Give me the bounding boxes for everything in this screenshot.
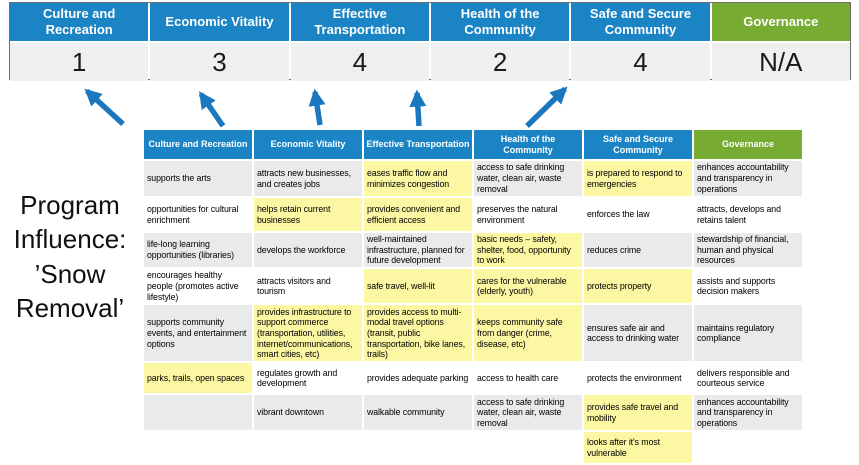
matrix-cell: enhances accountability and transparency… bbox=[692, 393, 804, 433]
arrow-up-left-icon bbox=[84, 88, 125, 127]
matrix-row: parks, trails, open spaces regulates gro… bbox=[142, 361, 804, 396]
matrix-cell-highlighted: provides infrastructure to support comme… bbox=[252, 303, 364, 364]
arrow-up-left-icon bbox=[198, 91, 226, 128]
matrix-cell: opportunities for cultural enrichment bbox=[142, 196, 254, 233]
matrix-cell: vibrant downtown bbox=[252, 393, 364, 433]
score-culture-and-recreation: 1 bbox=[10, 43, 149, 81]
matrix-cell: attracts new businesses, and creates job… bbox=[252, 159, 364, 198]
influence-matrix-table: Culture and Recreation Economic Vitality… bbox=[142, 128, 804, 465]
matrix-cell-highlighted: cares for the vulnerable (elderly, youth… bbox=[472, 267, 584, 306]
score-economic-vitality: 3 bbox=[150, 43, 289, 81]
score-effective-transportation: 4 bbox=[290, 43, 429, 81]
matrix-cell: attracts, develops and retains talent bbox=[692, 196, 804, 233]
matrix-cell: attracts visitors and tourism bbox=[252, 267, 364, 306]
matrix-cell: ensures safe air and access to drinking … bbox=[582, 303, 694, 364]
matrix-cell: encourages healthy people (promotes acti… bbox=[142, 267, 254, 306]
matrix-cell-highlighted: eases traffic flow and minimizes congest… bbox=[362, 159, 474, 198]
matrix-header-culture-and-recreation: Culture and Recreation bbox=[142, 128, 254, 161]
matrix-cell-highlighted: parks, trails, open spaces bbox=[142, 361, 254, 396]
matrix-cell: reduces crime bbox=[582, 230, 694, 270]
matrix-cell: access to health care bbox=[472, 361, 584, 396]
scoreboard-header-governance: Governance bbox=[711, 3, 850, 41]
matrix-cell bbox=[252, 430, 364, 465]
matrix-cell: develops the workforce bbox=[252, 230, 364, 270]
matrix-row: supports the arts attracts new businesse… bbox=[142, 159, 804, 198]
matrix-cell: stewardship of financial, human and phys… bbox=[692, 230, 804, 270]
matrix-row: looks after it's most vulnerable bbox=[142, 430, 804, 465]
matrix-header-governance: Governance bbox=[692, 128, 804, 161]
matrix-cell: supports community events, and entertain… bbox=[142, 303, 254, 364]
matrix-header-economic-vitality: Economic Vitality bbox=[252, 128, 364, 161]
matrix-cell: access to safe drinking water, clean air… bbox=[472, 393, 584, 433]
matrix-cell-highlighted: safe travel, well-lit bbox=[362, 267, 474, 306]
matrix-cell bbox=[692, 430, 804, 465]
scoreboard-header-health-of-the-community: Health of the Community bbox=[430, 3, 570, 41]
matrix-cell bbox=[142, 393, 254, 433]
matrix-cell-highlighted: basic needs – safety, shelter, food, opp… bbox=[472, 230, 584, 270]
matrix-cell-highlighted: looks after it's most vulnerable bbox=[582, 430, 694, 465]
matrix-cell: enforces the law bbox=[582, 196, 694, 233]
scoreboard-header-safe-and-secure-community: Safe and Secure Community bbox=[571, 3, 710, 41]
influence-arrows bbox=[84, 86, 568, 128]
scoreboard-header-effective-transportation: Effective Transportation bbox=[290, 3, 429, 41]
matrix-cell: delivers responsible and courteous servi… bbox=[692, 361, 804, 396]
matrix-cell: assists and supports decision makers bbox=[692, 267, 804, 306]
matrix-header-safe-and-secure-community: Safe and Secure Community bbox=[582, 128, 694, 161]
matrix-cell bbox=[142, 430, 254, 465]
matrix-cell: enhances accountability and transparency… bbox=[692, 159, 804, 198]
matrix-cell: life-long learning opportunities (librar… bbox=[142, 230, 254, 270]
score-governance: N/A bbox=[711, 43, 850, 81]
matrix-cell: supports the arts bbox=[142, 159, 254, 198]
matrix-header-effective-transportation: Effective Transportation bbox=[362, 128, 474, 161]
matrix-cell-highlighted: helps retain current businesses bbox=[252, 196, 364, 233]
matrix-row: opportunities for cultural enrichment he… bbox=[142, 196, 804, 233]
arrow-up-icon bbox=[409, 89, 427, 127]
matrix-cell-highlighted: provides safe travel and mobility bbox=[582, 393, 694, 433]
matrix-cell: maintains regulatory compliance bbox=[692, 303, 804, 364]
matrix-row: supports community events, and entertain… bbox=[142, 303, 804, 364]
matrix-cell: access to safe drinking water, clean air… bbox=[472, 159, 584, 198]
matrix-row: life-long learning opportunities (librar… bbox=[142, 230, 804, 270]
matrix-cell: well-maintained infrastructure, planned … bbox=[362, 230, 474, 270]
matrix-cell: protects the environment bbox=[582, 361, 694, 396]
matrix-cell-highlighted: keeps community safe from danger (crime,… bbox=[472, 303, 584, 364]
matrix-cell: walkable community bbox=[362, 393, 474, 433]
scoreboard-header-economic-vitality: Economic Vitality bbox=[150, 3, 289, 41]
matrix-header-row: Culture and Recreation Economic Vitality… bbox=[142, 128, 804, 161]
score-safe-and-secure-community: 4 bbox=[571, 43, 710, 81]
matrix-cell bbox=[472, 430, 584, 465]
matrix-cell: regulates growth and development bbox=[252, 361, 364, 396]
matrix-row: vibrant downtown walkable community acce… bbox=[142, 393, 804, 433]
matrix-cell-highlighted: is prepared to respond to emergencies bbox=[582, 159, 694, 198]
matrix-cell-highlighted: provides convenient and efficient access bbox=[362, 196, 474, 233]
matrix-cell-highlighted: protects property bbox=[582, 267, 694, 306]
matrix-row: encourages healthy people (promotes acti… bbox=[142, 267, 804, 306]
matrix-cell: preserves the natural environment bbox=[472, 196, 584, 233]
matrix-cell-highlighted: provides access to multi-modal travel op… bbox=[362, 303, 474, 364]
matrix-cell: provides adequate parking bbox=[362, 361, 474, 396]
arrow-up-icon bbox=[308, 88, 326, 126]
score-health-of-the-community: 2 bbox=[430, 43, 570, 81]
matrix-cell bbox=[362, 430, 474, 465]
arrow-up-right-icon bbox=[525, 86, 568, 128]
matrix-header-health-of-the-community: Health of the Community bbox=[472, 128, 584, 161]
program-influence-label: Program Influence: ’Snow Removal’ bbox=[13, 190, 127, 323]
scoreboard-header-culture-and-recreation: Culture and Recreation bbox=[10, 3, 149, 41]
scoreboard: Culture and Recreation Economic Vitality… bbox=[9, 2, 851, 81]
